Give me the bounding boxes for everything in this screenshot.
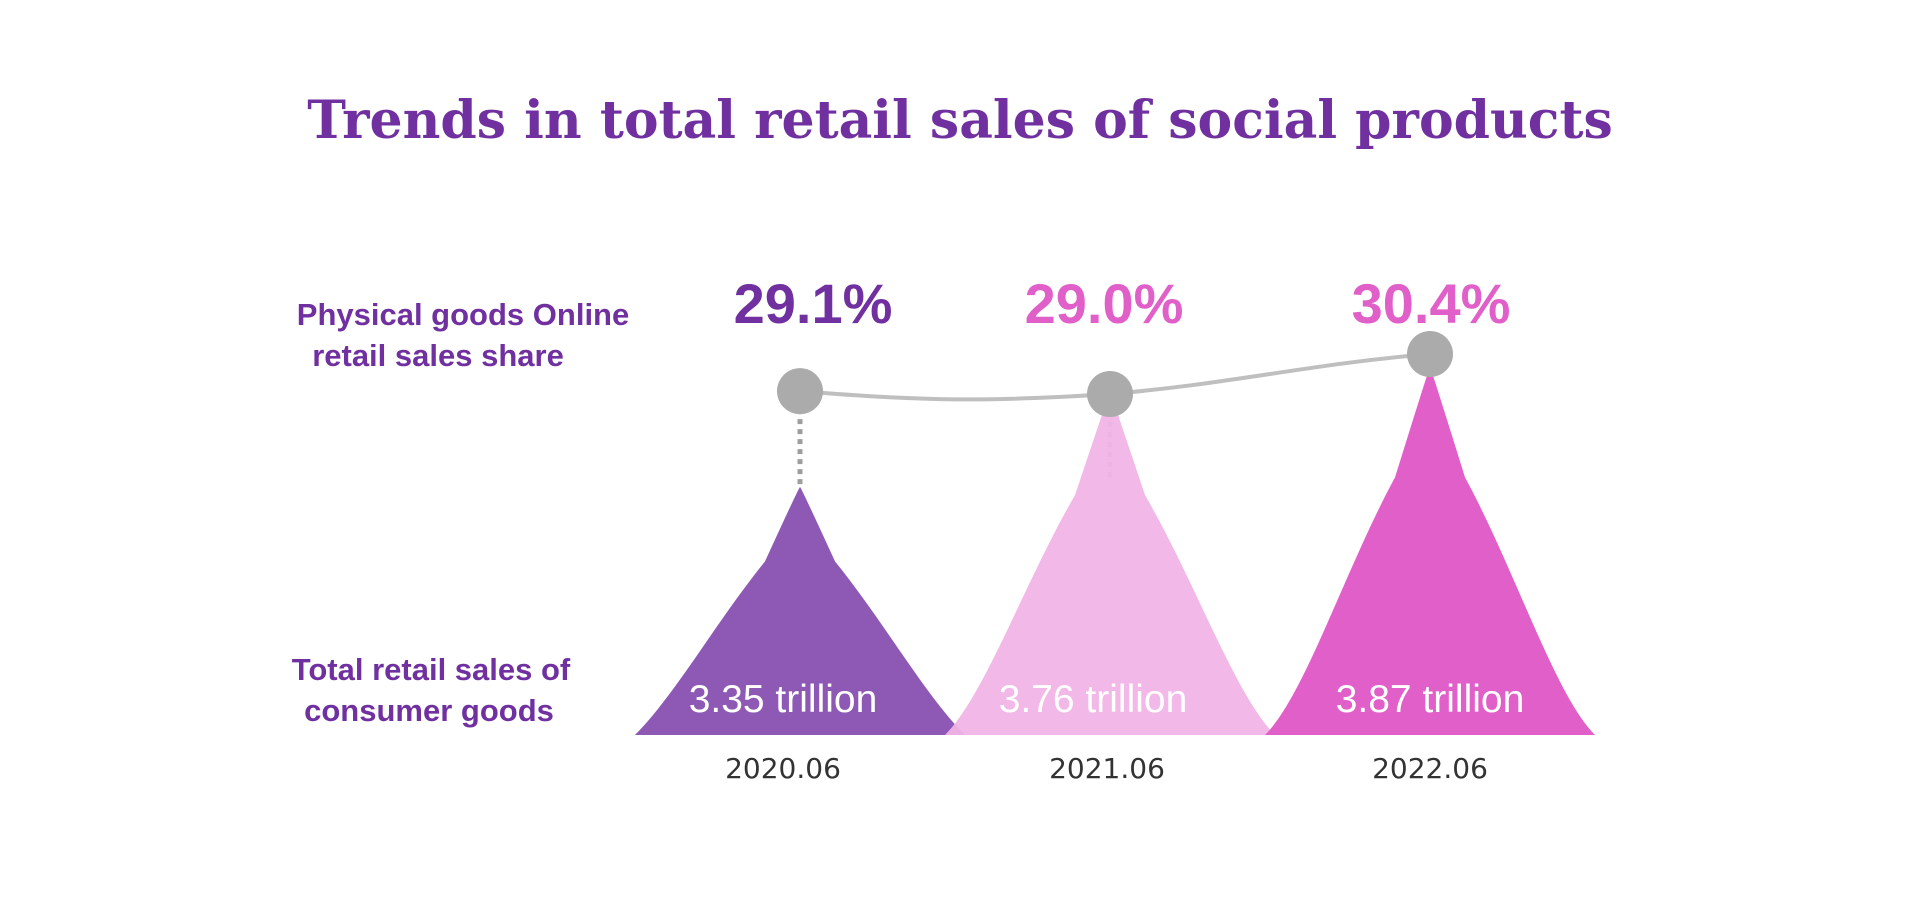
category-label-2022.06: 2022.06 bbox=[1372, 752, 1488, 785]
sales-value-label-2022.06: 3.87 trillion bbox=[1336, 678, 1525, 721]
share-value-label-2020.06: 29.1% bbox=[734, 272, 893, 335]
sales-row-label-line-2: consumer goods bbox=[304, 693, 554, 728]
sales-row-label-line-1: Total retail sales of bbox=[292, 652, 571, 687]
sales-peak-2020.06 bbox=[635, 486, 965, 735]
share-row-label-line-1: Physical goods Online bbox=[297, 297, 629, 332]
sales-peak-2021.06 bbox=[945, 392, 1275, 735]
share-row-label-line-2: retail sales share bbox=[312, 338, 564, 373]
sales-peak-2022.06 bbox=[1265, 366, 1595, 735]
sales-value-label-2021.06: 3.76 trillion bbox=[999, 678, 1188, 721]
sales-value-label-2020.06: 3.35 trillion bbox=[689, 678, 878, 721]
share-point-2021.06 bbox=[1087, 371, 1133, 417]
chart-title: Trends in total retail sales of social p… bbox=[307, 90, 1613, 151]
share-point-2020.06 bbox=[777, 368, 823, 415]
category-label-2021.06: 2021.06 bbox=[1049, 752, 1165, 785]
category-label-2020.06: 2020.06 bbox=[725, 752, 841, 785]
share-point-2022.06 bbox=[1407, 331, 1453, 378]
share-value-label-2021.06: 29.0% bbox=[1025, 272, 1184, 335]
share-value-label-2022.06: 30.4% bbox=[1352, 272, 1511, 335]
